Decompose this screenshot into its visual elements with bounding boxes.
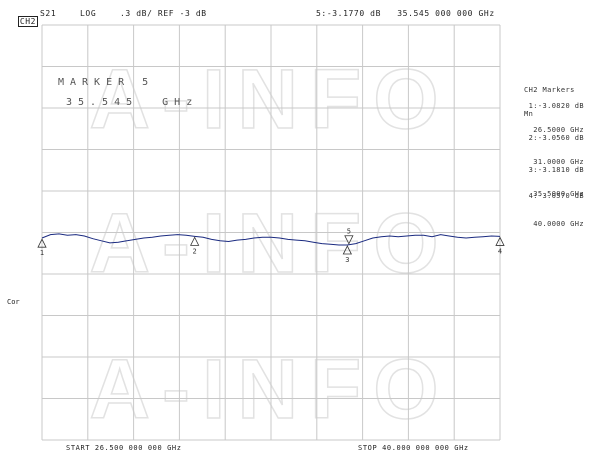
marker-panel-mode: Mn [524, 110, 534, 119]
parameter-label: S21 [40, 9, 57, 18]
marker-5-label: 5 [347, 228, 351, 236]
marker-3-readout: 3:-3.1810 dB 35.5000 GHz [529, 150, 584, 206]
marker-1-value: 1:-3.0820 dB [528, 102, 584, 111]
marker-3: 3 [342, 245, 352, 264]
marker-1-label: 1 [40, 249, 44, 257]
marker-2-frequency: 31.0000 GHz [533, 158, 584, 167]
marker-4-frequency: 40.0000 GHz [533, 220, 584, 229]
stop-frequency: STOP 40.000 000 000 GHz [358, 444, 469, 452]
correction-label: Cor [7, 298, 20, 306]
trace-line [41, 233, 501, 246]
marker-2-label: 2 [193, 247, 197, 255]
format-label: LOG [80, 9, 97, 18]
watermark-top: A-INFO [89, 52, 450, 146]
marker-3-symbol [342, 245, 352, 255]
marker-5-symbol [344, 235, 354, 245]
marker-panel-title: CH2 Markers Mn [524, 70, 584, 126]
marker-2-readout: 2:-3.0560 dB 31.0000 GHz [529, 118, 584, 174]
markers: 1 2 3 4 5 [37, 228, 505, 264]
marker-frequency: 35.545 GHz [66, 97, 199, 108]
marker-2-value: 2:-3.0560 dB [528, 134, 584, 143]
watermark-mid: A-INFO [89, 196, 450, 290]
marker-4-readout: 4:-3.0570 dB 40.0000 GHz [529, 176, 584, 236]
marker-1: 1 [37, 238, 47, 257]
channel-label: CH2 [17, 16, 39, 27]
marker-2-symbol [190, 236, 200, 246]
marker-panel-heading: CH2 Markers [524, 86, 575, 95]
scale-label: .3 dB/ REF -3 dB [120, 9, 207, 18]
marker-title: MARKER 5 [58, 77, 155, 88]
channel-indicator: CH2 [7, 10, 39, 27]
marker-4: 4 [495, 236, 505, 255]
marker-4-label: 4 [498, 247, 502, 255]
marker-readout: 5:-3.1770 dB 35.545 000 000 GHz [316, 9, 495, 18]
marker-4-value: 4:-3.0570 dB [528, 192, 584, 201]
marker-1-symbol [37, 238, 47, 248]
marker-1-frequency: 26.5000 GHz [533, 126, 584, 135]
watermark: A-INFO A-INFO A-INFO [89, 51, 450, 437]
marker-3-frequency: 35.5000 GHz [533, 190, 584, 199]
marker-1-readout: 1:-3.0820 dB 26.5000 GHz [529, 86, 584, 142]
marker-3-label: 3 [345, 256, 349, 264]
marker-5: 5 [344, 228, 354, 245]
grid [41, 24, 501, 441]
watermark-bottom: A-INFO [89, 342, 450, 436]
marker-4-symbol [495, 236, 505, 246]
marker-3-value: 3:-3.1810 dB [528, 166, 584, 175]
start-frequency: START 26.500 000 000 GHz [66, 444, 182, 452]
marker-2: 2 [190, 236, 200, 255]
